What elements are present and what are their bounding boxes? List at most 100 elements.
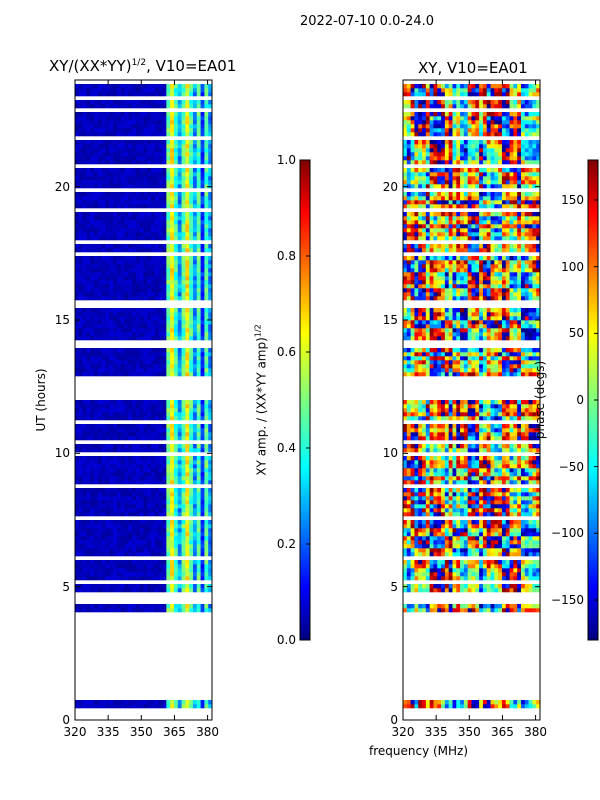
phase-cell (479, 548, 484, 553)
amplitude-cell (120, 476, 125, 481)
amplitude-cell (97, 528, 103, 533)
amplitude-cell (185, 312, 190, 317)
phase-cell (444, 532, 450, 537)
amplitude-cell (109, 112, 114, 117)
amplitude-cell (147, 336, 152, 341)
phase-cell (425, 548, 431, 553)
amplitude-row (75, 220, 213, 225)
amplitude-row (75, 316, 213, 321)
amplitude-cell (151, 116, 156, 121)
amplitude-cell (139, 320, 144, 325)
amplitude-cell (78, 204, 84, 209)
phase-cell (422, 496, 427, 501)
amplitude-cell (128, 576, 133, 581)
phase-cell (425, 540, 431, 545)
amplitude-cell (128, 84, 133, 89)
amplitude-cell (185, 272, 190, 277)
phase-cell (452, 608, 457, 613)
amplitude-cell (97, 204, 103, 209)
phase-cell (513, 532, 518, 537)
amplitude-cell (170, 88, 175, 93)
amplitude-cell (189, 404, 194, 409)
amplitude-cell (143, 468, 148, 473)
amplitude-cell (208, 608, 213, 613)
amplitude-cell (86, 140, 91, 145)
amplitude-cell (154, 496, 160, 501)
amplitude-cell (116, 320, 122, 325)
amplitude-cell (101, 560, 106, 565)
amplitude-cell (101, 204, 106, 209)
amplitude-cell (204, 192, 209, 197)
amplitude-cell (196, 228, 202, 233)
amplitude-cell (196, 500, 202, 505)
amplitude-cell (189, 104, 194, 109)
amplitude-cell (158, 400, 164, 405)
phase-cell (490, 548, 495, 553)
phase-cell (414, 572, 419, 577)
amplitude-cell (151, 560, 156, 565)
amplitude-cell (170, 176, 175, 181)
amplitude-cell (86, 320, 91, 325)
phase-cell (452, 500, 457, 505)
amplitude-cell (151, 532, 156, 537)
amplitude-cell (90, 608, 95, 613)
amplitude-cell (113, 368, 118, 373)
amplitude-cell (94, 308, 99, 313)
amplitude-cell (162, 412, 167, 417)
amplitude-cell (181, 224, 186, 229)
amplitude-cell (208, 176, 213, 181)
phase-cell (509, 588, 514, 593)
amplitude-cell (120, 456, 125, 461)
phase-cell (498, 504, 503, 509)
amplitude-cell (143, 128, 148, 133)
amplitude-cell (97, 112, 103, 117)
amplitude-cell (120, 144, 125, 149)
amplitude-cell (82, 416, 87, 421)
amplitude-cell (177, 584, 183, 589)
amplitude-cell (116, 532, 122, 537)
amplitude-cell (208, 364, 213, 369)
phase-cell (467, 512, 472, 517)
amplitude-cell (181, 568, 186, 573)
amplitude-cell (147, 576, 152, 581)
amplitude-cell (143, 464, 148, 469)
amplitude-cell (143, 404, 148, 409)
phase-cell (460, 608, 465, 613)
amplitude-cell (90, 520, 95, 525)
amplitude-cell (147, 352, 152, 357)
amplitude-cell (139, 496, 144, 501)
amplitude-cell (135, 704, 141, 709)
amplitude-cell (181, 704, 186, 709)
amplitude-cell (90, 336, 95, 341)
amplitude-cell (113, 528, 118, 533)
amplitude-cell (139, 368, 144, 373)
phase-cell (505, 548, 511, 553)
amplitude-cell (78, 332, 84, 337)
amplitude-cell (116, 464, 122, 469)
amplitude-cell (109, 436, 114, 441)
amplitude-cell (124, 472, 129, 477)
amplitude-cell (181, 336, 186, 341)
amplitude-cell (113, 228, 118, 233)
amplitude-cell (101, 608, 106, 613)
amplitude-cell (185, 576, 190, 581)
phase-cell (422, 704, 427, 709)
phase-cell (532, 548, 537, 553)
phase-cell (467, 528, 472, 533)
amplitude-cell (158, 560, 164, 565)
amplitude-cell (196, 116, 202, 121)
amplitude-row (75, 196, 213, 201)
amplitude-cell (94, 504, 99, 509)
amplitude-cell (135, 584, 141, 589)
amplitude-cell (173, 588, 179, 593)
amplitude-cell (82, 360, 87, 365)
amplitude-cell (82, 92, 87, 97)
phase-cell (517, 508, 522, 513)
amplitude-cell (124, 552, 129, 557)
phase-cell (463, 488, 469, 493)
amplitude-cell (82, 200, 87, 205)
amplitude-cell (132, 368, 137, 373)
amplitude-cell (132, 352, 137, 357)
amplitude-cell (75, 560, 80, 565)
amplitude-cell (101, 236, 106, 241)
